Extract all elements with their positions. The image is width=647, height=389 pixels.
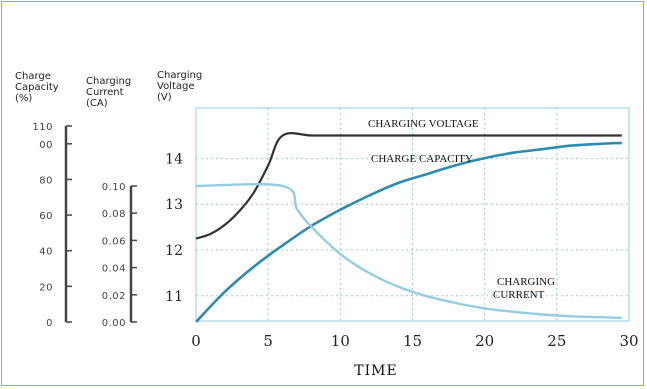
capacity-tick-label: 40	[39, 247, 53, 258]
voltage-tick-label: 12	[165, 243, 183, 259]
voltage-axis-title: (V)	[157, 92, 172, 103]
capacity-axis-title: (%)	[15, 93, 32, 104]
voltage-axis-title: Charging	[157, 70, 202, 81]
capacity-tick-label: 0	[46, 318, 53, 329]
current-tick-label: 0.02	[102, 291, 126, 302]
x-tick-label: 15	[403, 332, 422, 350]
x-tick-label: 10	[331, 332, 350, 350]
series-annotation: CHARGING	[497, 276, 555, 288]
grid	[196, 108, 629, 321]
capacity-tick-label: 80	[39, 175, 53, 186]
capacity-axis-title: Capacity	[15, 82, 59, 93]
current-axis-title: (CA)	[86, 98, 108, 109]
labels: 0 5 10 15 20 25 30 TIME 11 12 13 14 0 20 40 60 80 00 110 0.…	[15, 70, 639, 379]
current-tick-label: 0.08	[102, 209, 126, 220]
current-tick-label: 0.06	[102, 236, 126, 247]
x-tick-label: 30	[619, 332, 638, 350]
x-axis-label: TIME	[354, 363, 397, 379]
capacity-tick-label: 20	[39, 282, 53, 293]
voltage-axis-title: Voltage	[157, 81, 195, 92]
capacity-tick-label: 110	[32, 122, 53, 133]
current-tick-label: 0.00	[102, 318, 126, 329]
voltage-tick-label: 13	[165, 197, 183, 213]
voltage-tick-label: 11	[165, 289, 183, 305]
current-tick-label: 0.04	[102, 264, 126, 275]
x-tick-label: 0	[191, 332, 201, 350]
capacity-tick-label: 00	[39, 140, 53, 151]
series-annotation: CHARGING VOLTAGE	[368, 118, 479, 130]
voltage-tick-label: 14	[165, 151, 183, 167]
current-tick-label: 0.10	[102, 182, 126, 193]
capacity-axis-title: Charge	[15, 71, 51, 82]
axes	[64, 125, 137, 323]
plot-area	[195, 107, 630, 322]
current-axis-title: Charging	[86, 76, 131, 87]
series-annotation: CURRENT	[493, 289, 545, 301]
series-annotation: CHARGE CAPACITY	[371, 153, 473, 165]
current-axis-title: Current	[86, 87, 124, 98]
series-layer	[195, 132, 622, 323]
series-line-voltage	[195, 132, 622, 240]
capacity-tick-label: 60	[39, 211, 53, 222]
x-tick-label: 20	[475, 332, 494, 350]
x-tick-label: 25	[547, 332, 566, 350]
series-line-capacity	[195, 141, 622, 323]
series-line-current	[195, 182, 622, 320]
x-tick-label: 5	[263, 332, 273, 350]
